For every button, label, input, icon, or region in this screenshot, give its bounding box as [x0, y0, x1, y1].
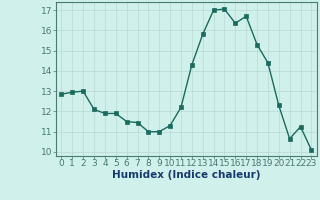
X-axis label: Humidex (Indice chaleur): Humidex (Indice chaleur) — [112, 170, 261, 180]
